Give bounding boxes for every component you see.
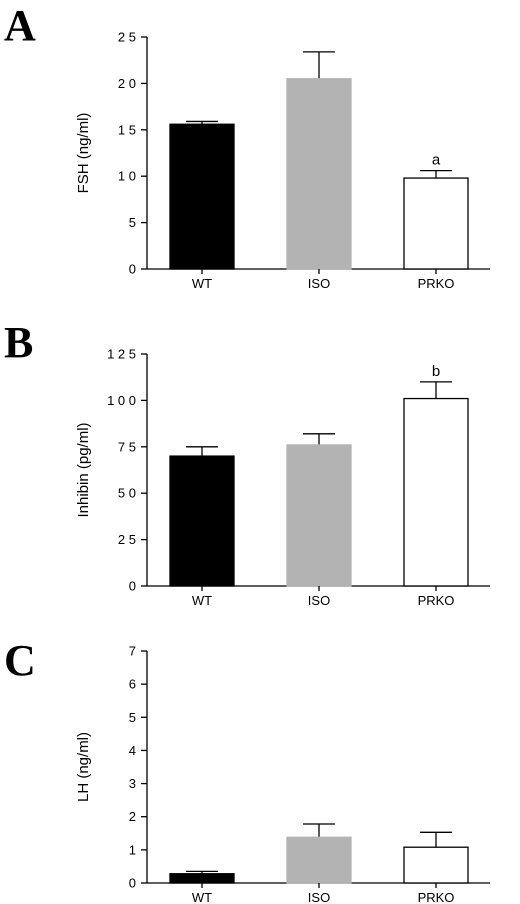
x-tick-label: WT xyxy=(192,890,212,904)
y-tick-label: 2 xyxy=(129,809,136,824)
y-tick-label: 2 5 xyxy=(118,30,136,45)
y-tick-label: 0 xyxy=(129,579,136,594)
bar-iso xyxy=(286,78,352,270)
y-tick-label: 1 0 xyxy=(118,169,136,184)
y-tick-label: 7 xyxy=(129,644,136,659)
bar-prko xyxy=(403,177,469,270)
y-tick-label: 2 0 xyxy=(118,76,136,91)
panel-c: C 0 1 2 3 4 5 6 7 LH (ng/ml) WT ISO PRKO xyxy=(4,636,490,904)
x-tick-label: ISO xyxy=(308,890,330,904)
x-tick-label: PRKO xyxy=(418,276,455,291)
bar-wt xyxy=(169,123,235,270)
y-tick-label: 2 5 xyxy=(118,532,136,547)
panel-letter: A xyxy=(4,1,36,50)
y-tick-label: 5 xyxy=(129,215,136,230)
y-tick-label: 0 xyxy=(129,876,136,891)
bar-iso xyxy=(286,444,352,587)
y-tick-label: 7 5 xyxy=(118,439,136,454)
panel-b: B 0 2 5 5 0 7 5 1 0 0 1 2 5 Inhibin (pg/ml) WT IS… xyxy=(4,318,490,608)
y-tick-label: 1 0 0 xyxy=(107,393,136,408)
panel-letter: C xyxy=(4,636,36,685)
y-tick-label: 1 xyxy=(129,842,136,857)
bar-prko xyxy=(403,397,469,587)
x-tick-label: WT xyxy=(192,276,212,291)
y-tick-label: 1 5 xyxy=(118,122,136,137)
bar-wt xyxy=(169,873,235,884)
x-tick-label: ISO xyxy=(308,593,330,608)
bar-prko xyxy=(403,846,469,884)
y-tick-label: 5 xyxy=(129,710,136,725)
y-tick-label: 6 xyxy=(129,677,136,692)
panel-letter: B xyxy=(4,318,33,367)
bar-iso xyxy=(286,836,352,884)
x-tick-label: ISO xyxy=(308,276,330,291)
y-tick-label: 1 2 5 xyxy=(107,347,136,362)
y-axis-label: Inhibin (pg/ml) xyxy=(75,422,92,517)
x-tick-label: PRKO xyxy=(418,593,455,608)
y-tick-label: 3 xyxy=(129,776,136,791)
x-tick-label: WT xyxy=(192,593,212,608)
bar-wt xyxy=(169,455,235,587)
y-tick-label: 0 xyxy=(129,262,136,277)
x-tick-label: PRKO xyxy=(418,890,455,904)
y-axis-label: LH (ng/ml) xyxy=(75,732,92,802)
significance-label: a xyxy=(432,152,441,169)
panel-a: A 0 5 1 0 1 5 2 0 2 5 FSH (ng/ml) WT ISO PRKO a xyxy=(4,1,490,291)
y-tick-label: 4 xyxy=(129,743,136,758)
y-axis-label: FSH (ng/ml) xyxy=(75,113,92,194)
y-tick-label: 5 0 xyxy=(118,486,136,501)
significance-label: b xyxy=(432,363,440,380)
